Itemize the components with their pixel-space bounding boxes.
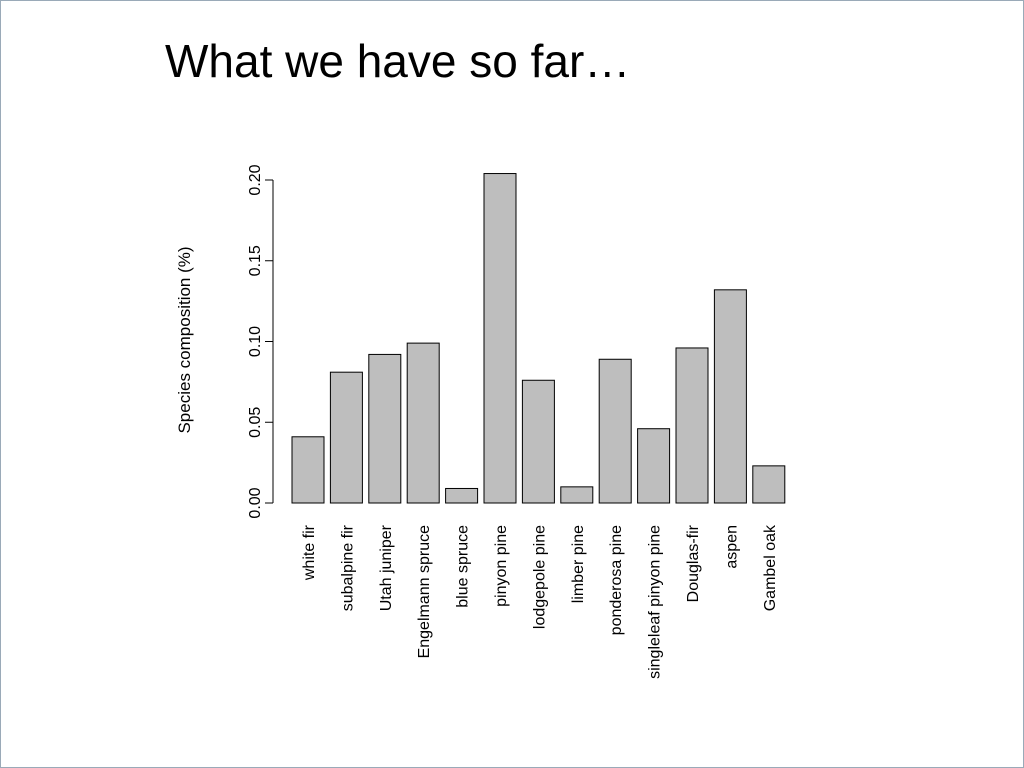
y-tick-label: 0.10: [247, 326, 264, 357]
x-tick-label: limber pine: [570, 525, 587, 603]
x-tick-label: Douglas-fir: [685, 524, 702, 602]
x-tick-label: subalpine fir: [339, 524, 356, 611]
bar: [445, 487, 479, 504]
x-tick-label: blue spruce: [455, 525, 472, 608]
x-tick-label: ponderosa pine: [608, 525, 625, 635]
x-tick-label: Gambel oak: [762, 524, 779, 611]
x-tick-label: white fir: [301, 524, 318, 581]
y-tick-label: 0.00: [247, 487, 264, 518]
slide-title: What we have so far…: [165, 35, 631, 87]
y-tick-label: 0.05: [247, 407, 264, 438]
y-tick-label: 0.20: [247, 164, 264, 195]
y-axis: 0.00 0.05 0.10 0.15 0.20: [247, 164, 274, 519]
x-tick-label: aspen: [723, 525, 740, 569]
bar: [483, 173, 517, 504]
bar: [560, 486, 594, 504]
bar: [713, 289, 747, 504]
bar: [637, 428, 671, 504]
x-tick-label: Engelmann spruce: [416, 525, 433, 659]
y-tick-label: 0.15: [247, 245, 264, 276]
bar: [368, 353, 402, 504]
bar: [521, 379, 555, 504]
y-axis-label: Species composition (%): [175, 246, 194, 433]
bar: [291, 436, 325, 504]
bar: [406, 342, 440, 504]
x-tick-label: Utah juniper: [378, 524, 395, 611]
x-tick-label: pinyon pine: [493, 525, 510, 607]
bar: [675, 347, 709, 504]
bar: [329, 371, 363, 504]
x-tick-labels: white fir subalpine fir Utah juniper Engelm…: [301, 524, 779, 679]
bar: [598, 358, 632, 504]
bars: [291, 173, 786, 504]
x-tick-label: lodgepole pine: [531, 525, 548, 629]
x-tick-label: singleleaf pinyon pine: [647, 525, 664, 679]
bar: [752, 465, 786, 504]
